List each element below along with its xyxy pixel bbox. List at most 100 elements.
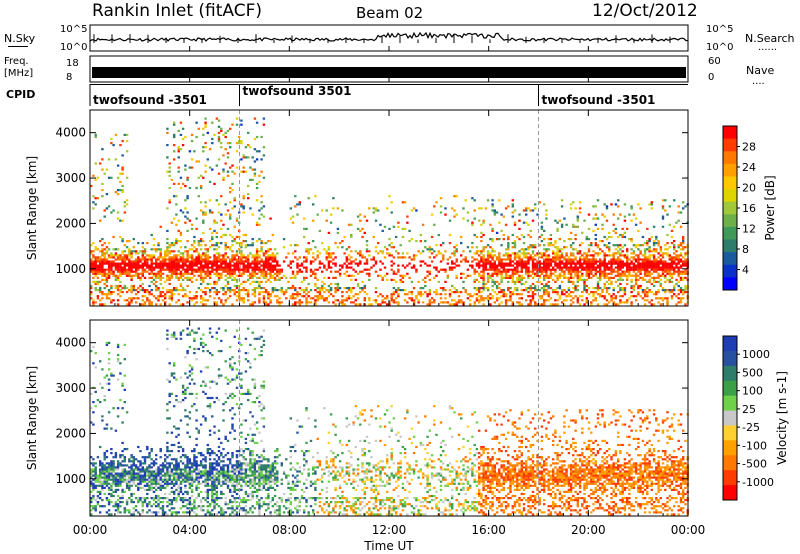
heatmap-cell	[522, 209, 526, 212]
heatmap-cell	[673, 248, 676, 251]
heatmap-cell	[354, 250, 357, 253]
heatmap-cell	[473, 199, 476, 202]
heatmap-cell	[601, 213, 604, 216]
heatmap-cell	[675, 282, 678, 286]
heatmap-cell	[258, 293, 261, 296]
heatmap-cell	[617, 246, 620, 249]
heatmap-cell	[374, 209, 378, 212]
heatmap-cell	[173, 123, 176, 126]
heatmap-cell	[608, 246, 611, 249]
heatmap-cell	[345, 299, 348, 302]
heatmap-cell	[666, 303, 669, 306]
heatmap-cell	[137, 262, 140, 265]
heatmap-cell	[161, 258, 165, 261]
heatmap-cell	[531, 266, 535, 269]
heatmap-cell	[677, 246, 680, 249]
heatmap-cell	[199, 301, 203, 304]
heatmap-cell	[329, 270, 333, 273]
heatmap-cell	[90, 501, 93, 504]
heatmap-cell	[204, 211, 207, 214]
heatmap-cell	[628, 213, 631, 216]
heatmap-cell	[121, 490, 124, 493]
heatmap-cell	[168, 199, 171, 202]
heatmap-cell	[150, 233, 153, 237]
heatmap-cell	[565, 291, 568, 294]
heatmap-cell	[334, 299, 337, 302]
heatmap-cell	[197, 260, 200, 263]
heatmap-cell	[578, 201, 582, 204]
heatmap-cell	[540, 270, 544, 273]
heatmap-cell	[679, 211, 683, 214]
heatmap-cell	[112, 460, 115, 463]
heatmap-cell	[119, 478, 122, 481]
heatmap-cell	[556, 221, 559, 224]
heatmap-cell	[220, 272, 223, 275]
heatmap-cell	[531, 276, 535, 279]
heatmap-cell	[493, 264, 496, 267]
heatmap-cell	[150, 270, 153, 273]
heatmap-cell	[119, 264, 122, 267]
heatmap-cell	[103, 268, 106, 271]
heatmap-cell	[473, 280, 476, 283]
heatmap-cell	[381, 276, 384, 279]
heatmap-cell	[482, 250, 485, 253]
heatmap-cell	[634, 276, 638, 279]
heatmap-cell	[527, 233, 530, 237]
heatmap-cell	[347, 246, 351, 249]
heatmap-cell	[179, 258, 183, 261]
heatmap-cell	[424, 262, 427, 265]
heatmap-cell	[599, 248, 602, 251]
heatmap-cell	[177, 264, 180, 267]
heatmap-cell	[92, 497, 95, 500]
heatmap-cell	[374, 299, 378, 302]
heatmap-cell	[148, 503, 151, 506]
heatmap-cell	[92, 299, 95, 302]
heatmap-cell	[332, 262, 335, 265]
heatmap-cell	[217, 203, 221, 206]
heatmap-cell	[271, 256, 274, 259]
heatmap-cell	[381, 278, 384, 281]
heatmap-cell	[643, 248, 647, 251]
heatmap-cell	[614, 297, 618, 300]
heatmap-cell	[258, 297, 261, 300]
heatmap-cell	[188, 150, 192, 153]
heatmap-cell	[509, 258, 512, 261]
heatmap-cell	[215, 231, 218, 234]
heatmap-cell	[101, 466, 104, 469]
heatmap-cell	[617, 199, 620, 202]
heatmap-cell	[314, 274, 317, 277]
heatmap-cell	[321, 284, 324, 288]
heatmap-cell	[99, 505, 102, 508]
heatmap-cell	[155, 482, 158, 485]
heatmap-cell	[130, 274, 133, 277]
heatmap-cell	[486, 299, 490, 302]
heatmap-cell	[643, 291, 647, 294]
heatmap-cell	[569, 207, 573, 210]
heatmap-cell	[617, 266, 620, 269]
heatmap-cell	[305, 256, 308, 259]
heatmap-cell	[238, 211, 241, 214]
heatmap-cell	[238, 142, 241, 145]
heatmap-cell	[466, 260, 470, 263]
heatmap-cell	[134, 272, 138, 275]
heatmap-cell	[116, 480, 120, 483]
heatmap-cell	[184, 272, 187, 275]
heatmap-cell	[594, 260, 597, 263]
heatmap-cell	[565, 299, 568, 302]
heatmap-cell	[255, 268, 259, 271]
heatmap-cell	[199, 201, 203, 204]
heatmap-cell	[258, 180, 261, 183]
heatmap-cell	[258, 217, 261, 220]
heatmap-cell	[626, 282, 629, 286]
heatmap-cell	[473, 217, 476, 220]
heatmap-cell	[462, 272, 465, 275]
heatmap-cell	[576, 284, 579, 288]
heatmap-cell	[173, 268, 176, 271]
heatmap-cell	[453, 262, 456, 265]
heatmap-cell	[307, 295, 310, 298]
heatmap-cell	[220, 274, 223, 277]
heatmap-cell	[626, 254, 629, 257]
heatmap-cell	[648, 301, 651, 304]
heatmap-cell	[186, 217, 189, 220]
heatmap-cell	[547, 274, 550, 277]
